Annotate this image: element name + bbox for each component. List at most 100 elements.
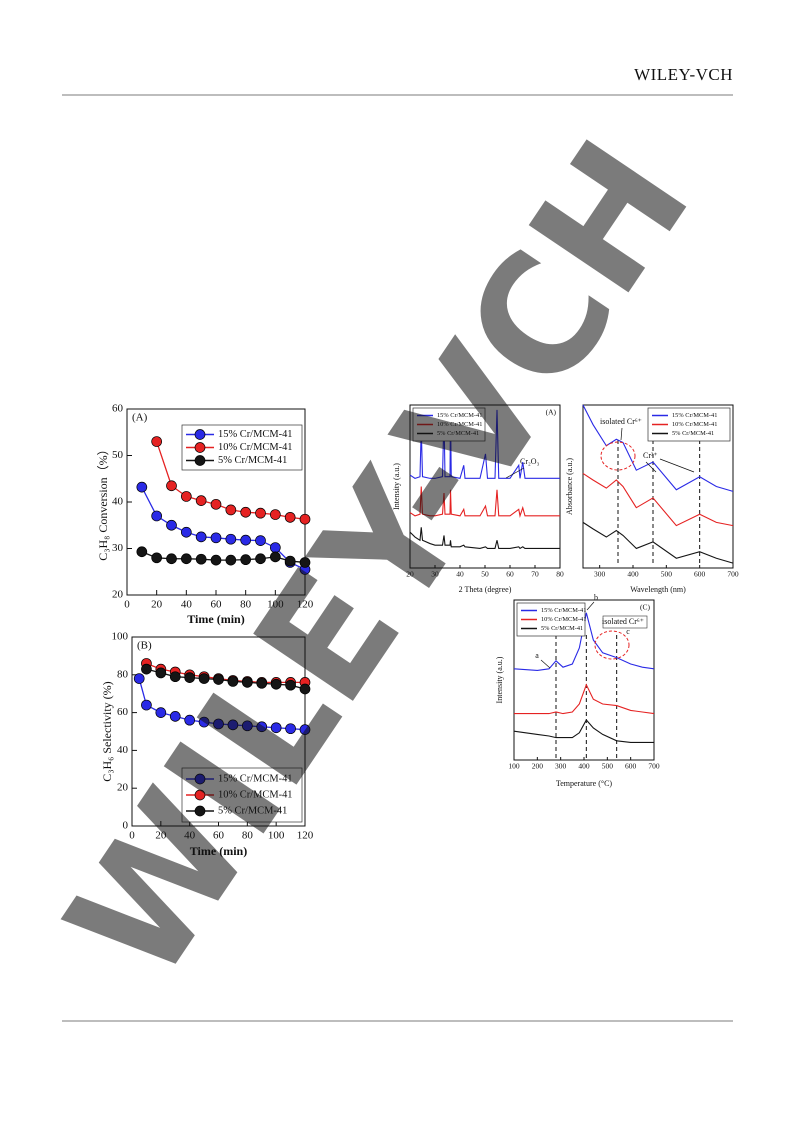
plot-frame bbox=[582, 404, 734, 569]
data-point bbox=[195, 553, 207, 565]
data-point bbox=[255, 553, 266, 565]
x-tick-label: 700 bbox=[648, 761, 660, 770]
y-tick-label: 60 bbox=[117, 706, 129, 718]
x-tick-label: 30 bbox=[431, 569, 439, 578]
chart: 0 20 40 60 80 100 120 0 20 40 60 80 100 Time (min) C₃H… bbox=[100, 631, 314, 858]
x-tick-label: 60 bbox=[211, 598, 223, 610]
x-tick-label: 100 bbox=[267, 598, 284, 610]
x-tick-label: 600 bbox=[625, 761, 637, 770]
data-point bbox=[184, 672, 196, 683]
y-tick-label: 100 bbox=[112, 631, 129, 643]
data-point bbox=[198, 716, 210, 728]
series-line bbox=[514, 683, 655, 715]
data-point bbox=[198, 673, 210, 684]
x-tick-label: 20 bbox=[406, 569, 414, 578]
annotation: c bbox=[626, 627, 630, 636]
y-tick-label: 40 bbox=[117, 744, 129, 756]
data-point bbox=[141, 663, 152, 675]
x-tick-label: 80 bbox=[240, 598, 252, 610]
data-point bbox=[285, 723, 296, 735]
annotation: isolated Cr⁶⁺ bbox=[602, 617, 644, 626]
x-tick-label: 0 bbox=[124, 598, 130, 610]
x-axis-label: Temperature (°C) bbox=[556, 779, 613, 788]
data-point bbox=[299, 557, 311, 568]
legend-marker bbox=[194, 455, 206, 466]
data-point bbox=[299, 513, 311, 525]
data-point bbox=[213, 718, 224, 730]
data-point bbox=[255, 535, 266, 546]
data-point bbox=[269, 551, 281, 563]
legend-label: 10% Cr/MCM-41 bbox=[437, 421, 482, 428]
data-point bbox=[269, 509, 281, 520]
legend-label: 15% Cr/MCM-41 bbox=[218, 773, 293, 784]
data-point bbox=[155, 707, 167, 718]
legend-label: 10% Cr/MCM-41 bbox=[672, 421, 717, 428]
data-point bbox=[195, 495, 207, 506]
x-tick-label: 60 bbox=[213, 829, 225, 841]
data-point bbox=[180, 553, 192, 565]
data-point bbox=[299, 683, 311, 695]
x-tick-label: 70 bbox=[531, 569, 539, 578]
data-point bbox=[151, 510, 163, 522]
y-tick-label: 20 bbox=[112, 589, 124, 601]
legend-marker bbox=[194, 429, 206, 440]
series-line bbox=[409, 486, 560, 518]
x-tick-label: 80 bbox=[556, 569, 564, 578]
chart: 100 200 300 400 500 600 700 Temperature (°C) Int… bbox=[495, 593, 660, 788]
y-tick-label: 60 bbox=[112, 403, 124, 415]
y-tick-label: 20 bbox=[117, 782, 129, 794]
legend-label: 15% Cr/MCM-41 bbox=[218, 429, 293, 440]
highlight-circle bbox=[594, 630, 630, 660]
panel-title: (A) bbox=[132, 412, 148, 424]
x-tick-label: 600 bbox=[694, 569, 706, 578]
data-point bbox=[256, 721, 268, 733]
data-point bbox=[151, 436, 163, 447]
x-tick-label: 100 bbox=[268, 829, 285, 841]
annotation-arrow bbox=[620, 427, 623, 441]
y-axis-label: Intensity (a.u.) bbox=[495, 656, 504, 703]
x-tick-label: 400 bbox=[578, 761, 590, 770]
data-point bbox=[136, 546, 148, 558]
legend-label: 10% Cr/MCM-41 bbox=[541, 616, 586, 623]
data-point bbox=[241, 720, 253, 732]
legend-label: 15% Cr/MCM-41 bbox=[541, 607, 586, 614]
annotation-arrow bbox=[659, 458, 695, 473]
data-point bbox=[284, 511, 296, 523]
annotation-arrow bbox=[540, 659, 551, 669]
annotation-arrow bbox=[505, 467, 525, 479]
legend-label: 5% Cr/MCM-41 bbox=[541, 625, 583, 632]
data-point bbox=[284, 555, 296, 567]
x-tick-label: 60 bbox=[506, 569, 514, 578]
data-point bbox=[210, 498, 222, 510]
data-point bbox=[240, 506, 252, 518]
y-tick-label: 50 bbox=[112, 449, 124, 461]
data-point bbox=[166, 553, 177, 565]
data-point bbox=[184, 714, 196, 726]
legend-label: 5% Cr/MCM-41 bbox=[218, 805, 287, 816]
series-line bbox=[513, 719, 654, 743]
chart: 300 400 500 600 700 Wavelength (nm) Absorbance… bbox=[565, 404, 739, 594]
legend-marker bbox=[194, 789, 206, 801]
legend-label: 10% Cr/MCM-41 bbox=[218, 789, 293, 800]
data-point bbox=[225, 504, 237, 516]
x-tick-label: 500 bbox=[602, 761, 614, 770]
panel-title: (C) bbox=[640, 603, 651, 612]
data-point bbox=[225, 554, 237, 566]
data-point bbox=[169, 711, 181, 722]
data-point bbox=[166, 480, 177, 492]
x-tick-label: 50 bbox=[481, 569, 489, 578]
data-point bbox=[210, 532, 222, 544]
series-line bbox=[409, 409, 560, 479]
data-point bbox=[155, 667, 167, 679]
data-point bbox=[210, 554, 222, 566]
y-axis-label: C₃H₈ Conversion（%） bbox=[96, 443, 110, 560]
x-tick-label: 500 bbox=[661, 569, 673, 578]
x-axis-label: Wavelength (nm) bbox=[630, 585, 686, 594]
series-line bbox=[582, 472, 734, 527]
x-tick-label: 20 bbox=[155, 829, 167, 841]
x-axis-label: Time (min) bbox=[187, 612, 244, 626]
data-point bbox=[285, 679, 296, 691]
data-point bbox=[240, 554, 252, 566]
